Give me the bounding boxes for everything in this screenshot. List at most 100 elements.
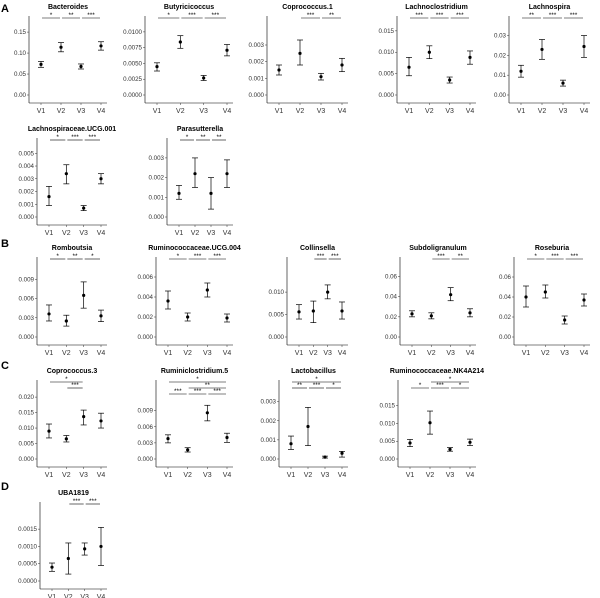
y-tick-label: 0.00	[14, 92, 27, 99]
x-tick-label: V2	[426, 472, 435, 479]
x-tick-label: V1	[164, 472, 173, 479]
x-tick-label: V2	[57, 108, 66, 115]
y-tick-label: 0.0025	[123, 76, 142, 83]
y-tick-label: 0.006	[138, 424, 154, 431]
panel-letter-a: A	[1, 3, 9, 15]
x-tick-label: V1	[45, 472, 54, 479]
data-point	[186, 315, 190, 319]
significance-label: **	[458, 253, 464, 260]
y-tick-label: 0.003	[261, 399, 277, 406]
y-tick-label: 0.005	[19, 150, 35, 157]
y-tick-label: 0.004	[138, 294, 154, 301]
significance-label: ***	[188, 12, 196, 19]
y-tick-label: 0.00	[499, 334, 512, 341]
y-tick-label: 0.000	[379, 92, 395, 99]
data-point	[323, 455, 327, 459]
y-tick-label: 0.002	[249, 59, 265, 66]
data-point	[193, 172, 197, 176]
data-point	[64, 319, 68, 323]
data-point	[99, 544, 103, 549]
data-point	[205, 411, 209, 415]
x-tick-label: V2	[304, 472, 313, 479]
x-tick-label: V4	[338, 350, 347, 357]
data-point	[582, 44, 586, 49]
y-tick-label: 0.006	[138, 274, 154, 281]
chart-title: Subdoligranulum	[409, 245, 467, 252]
y-tick-label: 0.001	[149, 194, 165, 201]
x-tick-label: V4	[97, 350, 106, 357]
y-tick-label: 0.04	[499, 294, 512, 301]
data-point	[326, 290, 330, 294]
significance-label: ***	[456, 12, 464, 19]
data-point	[47, 312, 51, 316]
data-point	[428, 421, 432, 425]
data-point	[448, 447, 452, 452]
chart-panel-3: Coprococcus.1 0.000 0.001 0.002 0.003 V1 V2 V3 V…	[249, 4, 348, 115]
x-tick-label: V3	[79, 472, 88, 479]
significance-label: ***	[415, 12, 423, 19]
y-tick-label: 0.015	[19, 410, 35, 417]
chart-title: Lachnospira	[529, 4, 571, 11]
y-tick-label: 0.006	[19, 296, 35, 303]
data-point	[306, 424, 310, 429]
chart-title: Ruminiclostridium.5	[161, 368, 228, 375]
significance-label: **	[200, 134, 206, 141]
data-point	[340, 63, 344, 67]
chart-panel-15: Lactobacillus 0.000 0.001 0.002 0.003 V1 V2 V3 V…	[261, 368, 348, 479]
chart-panel-7: Parasutterella 0.000 0.001 0.002 0.003 V1 V2 V3…	[149, 126, 233, 237]
significance-label: ***	[194, 388, 202, 395]
x-tick-label: V4	[338, 108, 347, 115]
y-tick-label: 0.010	[379, 49, 395, 56]
chart-title: Ruminococcaceae.UCG.004	[148, 245, 241, 252]
data-point	[311, 309, 315, 313]
significance-label: *	[419, 382, 422, 389]
data-point	[177, 191, 181, 195]
significance-label: **	[72, 253, 78, 260]
y-tick-label: 0.06	[499, 274, 512, 281]
x-tick-label: V2	[183, 350, 192, 357]
chart-panel-11: Subdoligranulum 0.00 0.02 0.04 0.06 V1 V2 V3 V4 *…	[385, 245, 476, 357]
panel-letter-b: B	[1, 238, 9, 250]
chart-panel-2: Butyricicoccus 0.0000 0.0025 0.0050 0.0075 0.…	[123, 4, 233, 115]
data-point	[429, 314, 433, 318]
y-tick-label: 0.0100	[123, 29, 142, 36]
chart-title: UBA1819	[58, 490, 89, 497]
significance-label: ***	[436, 382, 444, 389]
x-tick-label: V4	[223, 350, 232, 357]
significance-label: *	[315, 376, 318, 383]
significance-label: ***	[174, 388, 182, 395]
significance-label: ***	[212, 12, 220, 19]
data-point	[448, 78, 452, 82]
data-point	[205, 288, 209, 292]
x-tick-label: V4	[223, 108, 232, 115]
y-tick-label: 0.0005	[18, 561, 37, 568]
chart-title: Butyricicoccus	[164, 4, 214, 11]
chart-panel-14: Ruminiclostridium.5 0.000 0.003 0.006 0.009 V…	[138, 368, 233, 479]
significance-label: ***	[551, 253, 559, 260]
x-tick-label: V4	[97, 108, 106, 115]
y-tick-label: 0.000	[19, 456, 35, 463]
y-tick-label: 0.000	[138, 456, 154, 463]
data-point	[99, 44, 103, 48]
data-point	[468, 55, 472, 59]
data-point	[82, 414, 86, 419]
significance-label: *	[196, 376, 199, 383]
y-tick-label: 0.15	[14, 29, 27, 36]
significance-label: **	[68, 12, 74, 19]
significance-label: ***	[194, 253, 202, 260]
x-tick-label: V1	[175, 230, 184, 237]
y-tick-label: 0.002	[138, 314, 154, 321]
y-tick-label: 0.0000	[123, 92, 142, 99]
x-tick-label: V2	[62, 350, 71, 357]
data-point	[66, 556, 70, 561]
x-tick-label: V1	[408, 350, 417, 357]
y-tick-label: 0.02	[385, 314, 398, 321]
y-tick-label: 0.000	[138, 334, 154, 341]
y-tick-label: 0.015	[380, 403, 396, 410]
x-tick-label: V1	[275, 108, 284, 115]
x-tick-label: V3	[446, 350, 455, 357]
y-tick-label: 0.0010	[18, 543, 37, 550]
y-tick-label: 0.010	[269, 289, 285, 296]
